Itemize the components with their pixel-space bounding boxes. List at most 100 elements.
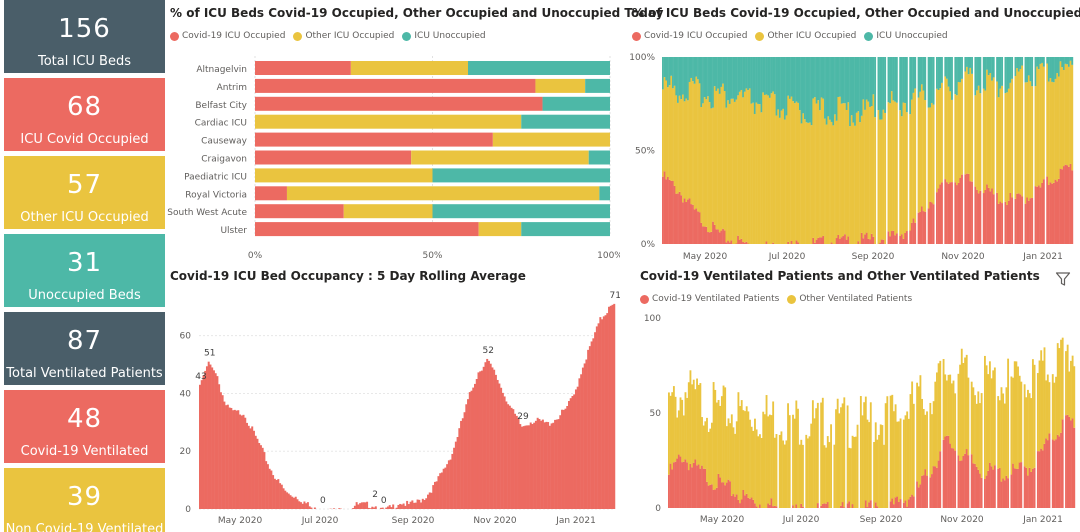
kpi-card: 68 ICU Covid Occupied [4, 78, 165, 151]
legend-dot-icon [632, 31, 641, 41]
bar-segment [874, 117, 877, 244]
bar-segment [724, 485, 727, 508]
bar-segment [1027, 200, 1030, 244]
legend-item[interactable]: Covid-19 ICU Occupied [170, 31, 285, 41]
filter-icon[interactable] [1055, 271, 1071, 287]
bar-segment [828, 442, 831, 508]
bar-segment [911, 381, 914, 495]
bar-segment [886, 396, 889, 508]
bar-segment [867, 101, 870, 239]
bar-segment [904, 232, 907, 244]
bar-segment [1031, 359, 1034, 469]
bar-segment [1064, 63, 1067, 165]
bar-segment [838, 413, 841, 508]
bar-segment [669, 463, 672, 508]
bar-segment [1066, 165, 1069, 244]
kpi-label: Covid-19 Ventilated [20, 444, 149, 459]
bar-segment [690, 204, 693, 244]
area-bar [353, 505, 356, 509]
bar-segment [724, 387, 727, 486]
area-bar [245, 422, 248, 509]
legend-item[interactable]: Covid-19 ICU Occupied [632, 31, 747, 41]
bar-segment [712, 489, 715, 508]
bar-segment [681, 399, 684, 463]
bar-segment [826, 436, 829, 503]
bar-segment [1015, 469, 1018, 508]
bar-segment [932, 204, 935, 244]
bar-segment [862, 99, 865, 239]
bar-segment [922, 408, 925, 476]
bar-segment [987, 75, 990, 188]
legend-item[interactable]: Other ICU Occupied [755, 31, 856, 41]
bar-segment [780, 57, 783, 111]
bar-segment [966, 57, 968, 67]
area-bar [352, 508, 355, 509]
bar-segment [847, 57, 850, 103]
bar-segment [1033, 467, 1036, 508]
legend-item[interactable]: ICU Unoccupied [402, 31, 486, 41]
area-bar [493, 369, 496, 509]
bar-segment [946, 78, 948, 183]
y-tick-label: 40 [180, 389, 192, 399]
area-bar [306, 502, 309, 509]
bar-segment [793, 57, 796, 104]
area-bar [400, 504, 403, 509]
bar-segment [720, 396, 723, 483]
bar-segment [535, 78, 586, 93]
area-bar [397, 504, 400, 509]
area-bar [561, 409, 564, 509]
area-bar [272, 475, 275, 509]
legend-item[interactable]: Covid-19 Ventilated Patients [640, 294, 779, 304]
bar-segment [787, 57, 790, 96]
bar-segment [989, 73, 992, 192]
legend-item[interactable]: ICU Unoccupied [864, 31, 948, 41]
bar-segment [1051, 57, 1054, 82]
bar-segment [977, 391, 980, 470]
area-bar [573, 394, 576, 509]
bar-segment [962, 363, 965, 457]
bar-segment [897, 501, 900, 508]
data-label: 2 [372, 490, 378, 500]
bar-segment [821, 397, 824, 504]
bar-segment [1017, 71, 1020, 194]
bar-segment [840, 505, 842, 508]
kpi-value: 57 [66, 170, 103, 200]
hbar-chart-title: % of ICU Beds Covid-19 Occupied, Other O… [170, 6, 664, 20]
bar-segment [845, 239, 848, 244]
area-bar [451, 453, 454, 509]
bar-segment [980, 477, 983, 508]
legend-item[interactable]: Other Ventilated Patients [787, 294, 912, 304]
bar-segment [713, 57, 716, 87]
bar-segment [760, 437, 763, 508]
area-bar [453, 447, 456, 509]
area-bar [505, 401, 508, 509]
bar-segment [1061, 419, 1064, 508]
bar-segment [683, 101, 686, 199]
bar-segment [849, 126, 851, 244]
bar-segment [720, 57, 723, 87]
bar-segment [1037, 57, 1040, 70]
bar-segment [715, 402, 718, 488]
bar-segment [954, 450, 957, 508]
bar-segment [815, 408, 818, 508]
bar-segment [1069, 57, 1072, 61]
bar-segment [700, 57, 703, 108]
bar-segment [703, 97, 706, 227]
bar-segment [682, 415, 685, 462]
bar-segment [893, 411, 895, 505]
bar-segment [793, 418, 796, 508]
bar-segment [1042, 57, 1045, 67]
bar-segment [1031, 57, 1034, 87]
bar-segment [742, 489, 745, 508]
area-bar [386, 506, 389, 509]
bar-segment [876, 506, 879, 508]
bar-segment [685, 98, 688, 202]
area-bar [545, 421, 548, 509]
area-bar [463, 412, 466, 509]
bar-segment [1061, 67, 1064, 170]
area-bar [232, 410, 235, 509]
bar-segment [727, 479, 730, 508]
bar-segment [1041, 360, 1044, 451]
legend-item[interactable]: Other ICU Occupied [293, 31, 394, 41]
bar-segment [892, 230, 895, 244]
